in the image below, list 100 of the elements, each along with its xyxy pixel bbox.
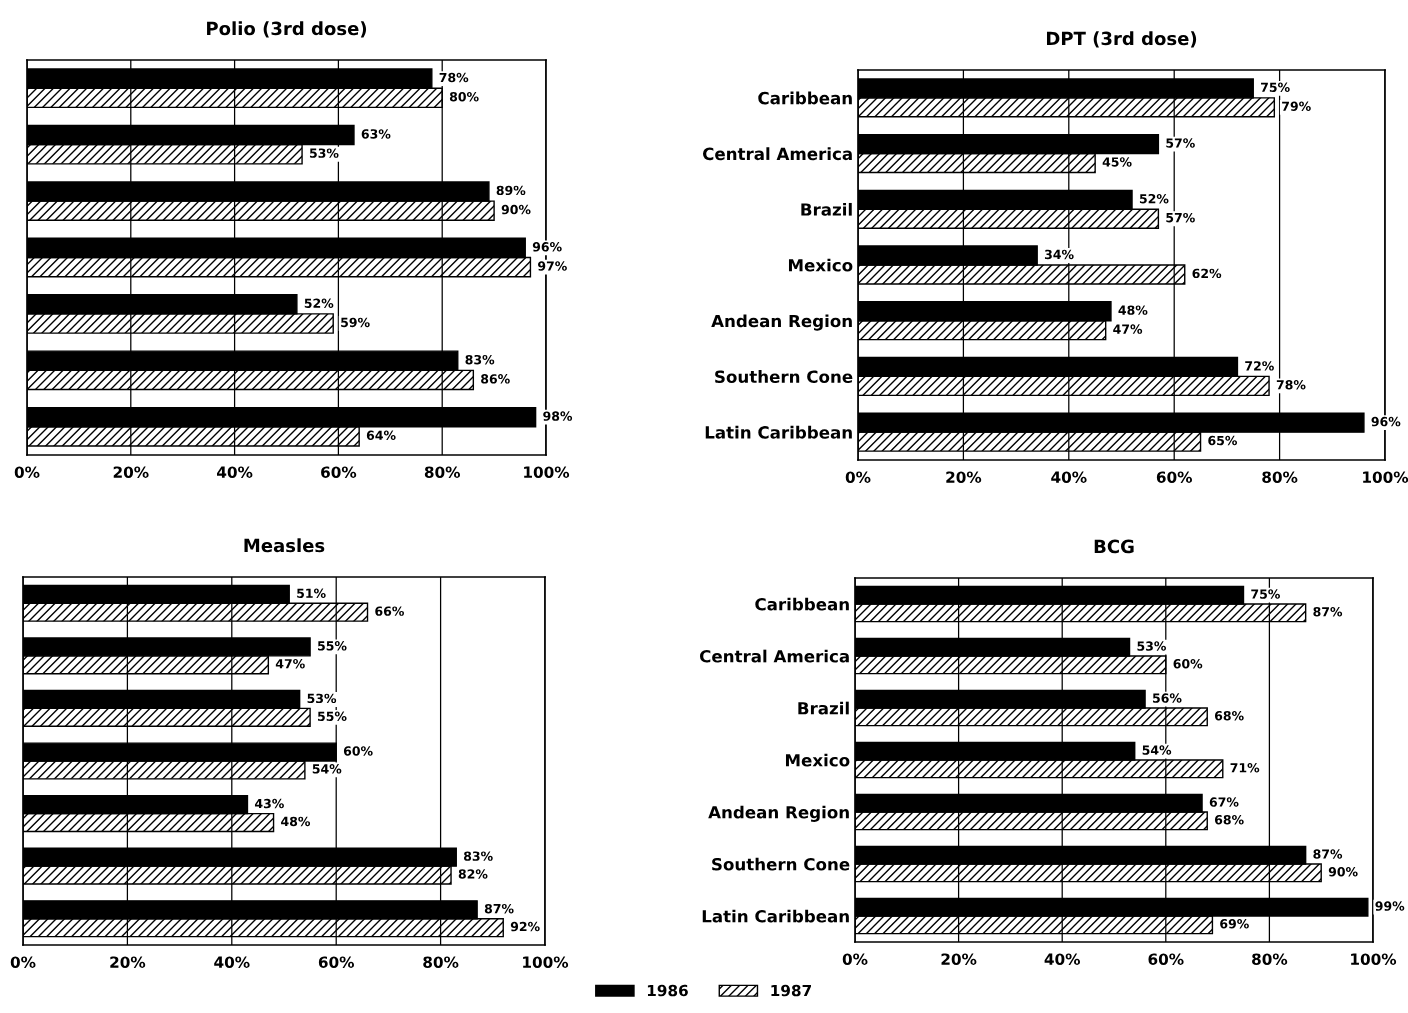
x-tick-label: 20% <box>941 953 977 965</box>
y-tick-label: Andean Region <box>708 805 849 822</box>
data-label: 87% <box>1313 849 1343 859</box>
x-tick-label: 20% <box>110 956 146 968</box>
x-tick-label: 100% <box>1351 953 1397 965</box>
x-tick-label: 60% <box>1148 953 1184 965</box>
x-tick-label: 20% <box>113 466 149 478</box>
legend-label: 1987 <box>771 984 811 997</box>
data-label: 57% <box>1166 212 1195 223</box>
data-label: 83% <box>465 354 495 365</box>
x-tick-label: 40% <box>217 466 253 478</box>
data-label: 45% <box>1102 157 1132 167</box>
y-tick-label: Caribbean <box>755 597 849 611</box>
data-label: 97% <box>538 261 567 271</box>
data-label: 68% <box>1214 711 1244 721</box>
chart-title: Polio (3rd dose) <box>207 21 367 38</box>
data-label: 75% <box>1251 589 1280 599</box>
data-label: 66% <box>375 606 404 616</box>
y-tick-label: Southern Cone <box>715 370 853 383</box>
data-label: 90% <box>1328 867 1358 877</box>
data-label: 47% <box>1113 324 1143 334</box>
data-label: 68% <box>1214 815 1244 825</box>
data-label: 55% <box>318 711 347 721</box>
data-label: 78% <box>1276 380 1306 390</box>
x-tick-label: 80% <box>1262 471 1298 483</box>
y-tick-label: Latin Caribbean <box>705 425 852 439</box>
data-label: 52% <box>1139 193 1169 204</box>
x-tick-label: 0% <box>14 466 40 478</box>
data-label: 57% <box>1166 138 1195 148</box>
data-label: 83% <box>463 851 493 861</box>
x-tick-label: 80% <box>424 466 460 478</box>
x-tick-label: 100% <box>524 466 570 478</box>
data-label: 87% <box>484 903 514 914</box>
chart-title: Measles <box>244 538 325 553</box>
y-tick-label: Southern Cone <box>712 857 850 871</box>
data-label: 98% <box>543 411 573 421</box>
chart-title: DPT (3rd dose) <box>1047 31 1197 48</box>
x-tick-label: 40% <box>214 956 250 968</box>
y-tick-label: Mexico <box>788 258 853 272</box>
data-label: 62% <box>1192 268 1222 279</box>
x-tick-label: 0% <box>10 956 36 968</box>
data-label: 82% <box>458 869 488 879</box>
data-label: 52% <box>304 298 334 308</box>
x-tick-label: 0% <box>845 471 871 483</box>
data-label: 96% <box>1371 416 1401 427</box>
x-tick-label: 60% <box>1156 471 1192 483</box>
x-tick-label: 100% <box>523 956 569 968</box>
data-label: 63% <box>361 129 391 139</box>
y-tick-label: Latin Caribbean <box>702 909 849 923</box>
data-label: 96% <box>532 242 562 252</box>
y-tick-label: Caribbean <box>758 91 852 105</box>
data-label: 75% <box>1261 82 1290 93</box>
data-label: 87% <box>1313 607 1343 617</box>
data-label: 90% <box>501 204 531 215</box>
chart-title: BCG <box>1094 539 1134 554</box>
data-label: 60% <box>1173 659 1203 669</box>
data-label: 34% <box>1044 249 1074 260</box>
legend-label: 1986 <box>647 984 688 997</box>
y-tick-label: Andean Region <box>711 314 852 331</box>
data-label: 80% <box>449 91 479 102</box>
data-label: 72% <box>1245 361 1274 371</box>
data-label: 92% <box>510 921 540 932</box>
data-label: 64% <box>366 430 396 441</box>
x-tick-label: 40% <box>1044 953 1080 965</box>
data-label: 65% <box>1208 435 1238 446</box>
data-label: 53% <box>1137 641 1167 651</box>
data-label: 53% <box>309 148 339 158</box>
data-label: 79% <box>1282 101 1311 111</box>
x-tick-label: 60% <box>318 956 354 968</box>
y-tick-label: Brazil <box>801 202 852 216</box>
data-label: 54% <box>1142 745 1172 755</box>
y-tick-label: Brazil <box>798 701 849 715</box>
data-label: 59% <box>341 317 370 328</box>
data-label: 71% <box>1230 763 1260 773</box>
data-label: 43% <box>254 798 284 809</box>
y-tick-label: Central America <box>702 147 852 161</box>
x-tick-label: 80% <box>1252 953 1288 965</box>
data-label: 78% <box>439 72 469 83</box>
data-label: 67% <box>1209 797 1239 807</box>
data-label: 99% <box>1375 901 1405 911</box>
data-label: 54% <box>312 764 342 774</box>
x-tick-label: 80% <box>423 956 459 968</box>
x-tick-label: 40% <box>1051 471 1087 483</box>
data-label: 53% <box>307 693 337 704</box>
x-tick-label: 20% <box>946 471 982 483</box>
data-label: 56% <box>1152 693 1182 703</box>
x-tick-label: 60% <box>321 466 357 478</box>
data-label: 89% <box>496 185 526 196</box>
x-tick-label: 0% <box>842 953 868 965</box>
data-label: 48% <box>281 816 311 827</box>
data-label: 55% <box>318 641 347 651</box>
data-label: 48% <box>1118 305 1148 315</box>
y-tick-label: Mexico <box>785 753 850 767</box>
data-label: 60% <box>343 746 373 756</box>
y-tick-label: Central America <box>699 649 849 663</box>
x-tick-label: 100% <box>1363 471 1408 483</box>
data-label: 86% <box>481 374 510 384</box>
data-label: 69% <box>1220 919 1249 929</box>
data-label: 47% <box>275 658 305 669</box>
data-label: 51% <box>297 588 326 598</box>
